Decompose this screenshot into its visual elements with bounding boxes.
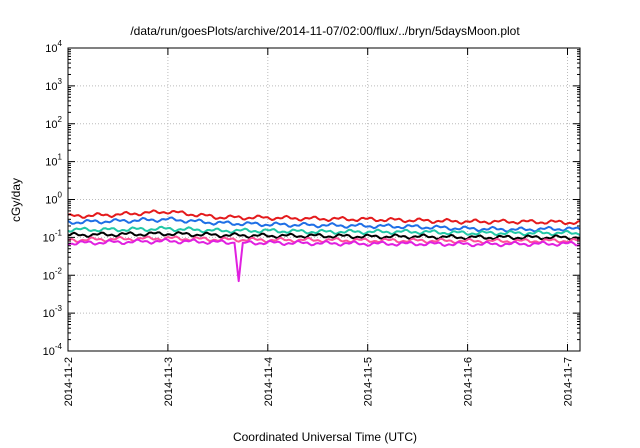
series-group [67,209,581,283]
y-tick-label: 10-1 [43,228,63,244]
x-tick-label: 2014-11-6 [463,357,475,406]
y-tick-labels: 10-4 10-3 10-2 10-1 100 101 102 103 104 [43,39,63,358]
y-tick-label: 10-3 [43,304,63,320]
x-tick-label: 2014-11-3 [163,357,175,406]
y-tick-label: 102 [45,115,62,131]
series-line-6 [67,237,581,283]
y-tick-label: 10-2 [43,266,63,282]
x-tick-label: 2014-11-7 [563,357,575,406]
y-tick-label: 101 [45,153,62,169]
y-tick-label: 100 [45,191,62,207]
series-line-1 [67,209,581,226]
x-tick-labels: 2014-11-2 2014-11-3 2014-11-4 2014-11-5 2014… [63,357,575,406]
series-line-2 [67,216,581,233]
x-tick-label: 2014-11-4 [263,357,275,406]
chart-title: /data/run/goesPlots/archive/2014-11-07/0… [130,24,520,38]
x-axis-label: Coordinated Universal Time (UTC) [233,430,417,444]
ticks [67,47,580,352]
y-tick-label: 103 [45,77,62,93]
y-tick-label: 10-4 [43,342,63,358]
series-line-3 [67,225,581,237]
x-tick-label: 2014-11-5 [363,357,375,406]
y-tick-label: 104 [45,39,62,55]
y-axis-label: cGy/day [9,178,23,222]
x-tick-label: 2014-11-2 [63,357,75,406]
grid [68,48,580,351]
